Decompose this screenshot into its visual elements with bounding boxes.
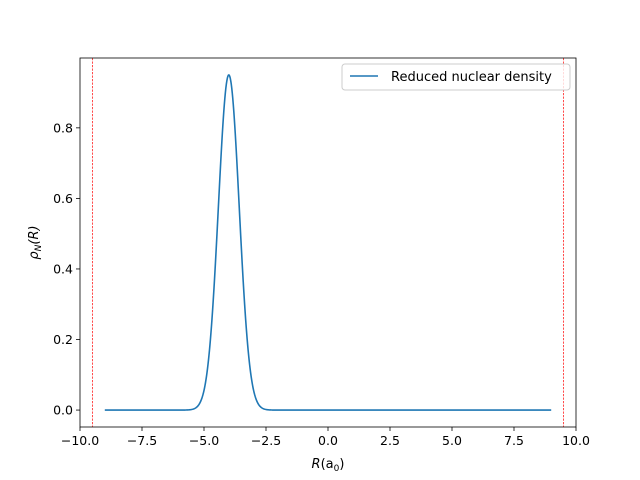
y-tick-label: 0.8 bbox=[53, 120, 73, 135]
x-tick-label: 5.0 bbox=[442, 433, 462, 448]
x-tick-label: 10.0 bbox=[562, 433, 590, 448]
legend: Reduced nuclear density bbox=[341, 63, 571, 91]
series-layer bbox=[104, 74, 552, 411]
x-tick-label: 0.0 bbox=[318, 433, 338, 448]
y-axis-label: ρN(R) bbox=[27, 225, 44, 259]
y-tick-label: 0.6 bbox=[53, 191, 73, 206]
boundary-lines bbox=[92, 58, 564, 427]
legend-entry: Reduced nuclear density bbox=[391, 70, 552, 85]
y-tick-label: 0.4 bbox=[53, 261, 73, 276]
x-axis-ticks: −10.0 −7.5 −5.0 −2.5 0.0 2.5 5.0 7.5 10.0 bbox=[61, 427, 590, 448]
x-tick-label: −2.5 bbox=[251, 433, 281, 448]
x-tick-label: −10.0 bbox=[61, 433, 99, 448]
series-line-0 bbox=[104, 74, 552, 411]
y-tick-label: 0.2 bbox=[53, 332, 73, 347]
x-tick-label: −5.0 bbox=[189, 433, 219, 448]
x-tick-label: 2.5 bbox=[380, 433, 400, 448]
y-tick-label: 0.0 bbox=[53, 403, 73, 418]
legend-box bbox=[341, 63, 571, 91]
x-tick-label: −7.5 bbox=[127, 433, 157, 448]
x-tick-label: 7.5 bbox=[504, 433, 524, 448]
y-axis-ticks: 0.0 0.2 0.4 0.6 0.8 bbox=[53, 120, 80, 418]
x-axis-label: R(a0) bbox=[312, 457, 345, 474]
